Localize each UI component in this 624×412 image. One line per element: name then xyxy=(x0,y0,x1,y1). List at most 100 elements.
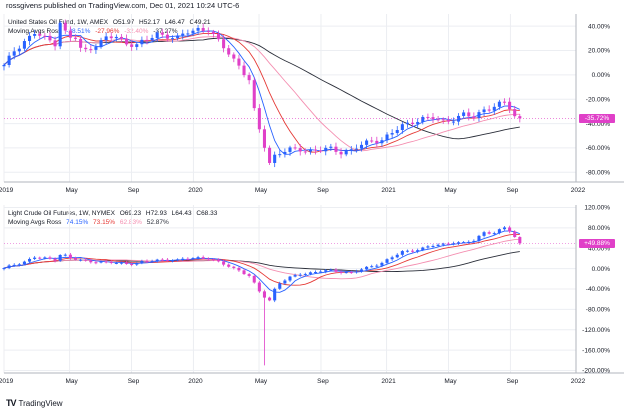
candle-body xyxy=(324,147,328,152)
candle-body xyxy=(191,258,195,260)
x-tick-label: May xyxy=(444,187,457,194)
candle-body xyxy=(370,266,374,268)
candle-body xyxy=(518,237,522,244)
candle-body xyxy=(242,270,246,275)
y-tick-label: -40.00% xyxy=(586,286,610,293)
candle-body xyxy=(125,38,129,45)
candle-body xyxy=(334,146,338,152)
candle-body xyxy=(43,257,47,259)
candle-body xyxy=(206,258,210,260)
x-tick-label: May xyxy=(255,378,268,385)
ma4-value: -37.27% xyxy=(153,28,178,35)
candle-body xyxy=(411,250,415,252)
candle-body xyxy=(232,54,236,59)
legend-title-bottom: Light Crude Oil Futures, 1W, NYMEX O69.2… xyxy=(8,210,220,217)
candle-body xyxy=(73,258,78,260)
candle-body xyxy=(135,262,139,265)
candle-body xyxy=(262,129,266,148)
candle-body xyxy=(293,275,297,277)
candle-body xyxy=(354,148,358,150)
candle-body xyxy=(84,259,88,261)
ma3-value: 62.83% xyxy=(119,219,142,226)
ohlc-high: H52.17 xyxy=(139,19,160,26)
candle-body xyxy=(416,250,420,252)
candle-body xyxy=(405,122,409,125)
ma1-value: -28.51% xyxy=(66,28,91,35)
candle-body xyxy=(462,242,466,244)
candle-body xyxy=(38,257,42,259)
candle-body xyxy=(416,121,420,124)
x-tick-label: May xyxy=(65,378,78,385)
candle-body xyxy=(160,32,164,35)
x-tick-label: Sep xyxy=(317,378,329,385)
publish-header: rossgivens published on TradingView.com,… xyxy=(6,1,240,10)
candle-body xyxy=(278,154,282,156)
candle-body xyxy=(339,151,343,155)
candle-body xyxy=(252,275,256,283)
candle-body xyxy=(513,231,517,238)
y-tick-label: 20.00% xyxy=(588,48,610,55)
y-tick-label: -40.00% xyxy=(586,121,610,128)
candle-body xyxy=(421,116,425,122)
candle-body xyxy=(365,266,369,270)
candle-body xyxy=(257,282,261,292)
candle-body xyxy=(237,267,241,271)
candle-body xyxy=(227,48,231,55)
candle-body xyxy=(314,272,318,274)
candle-body xyxy=(288,147,292,152)
candle-body xyxy=(472,240,476,242)
candle-body xyxy=(359,269,364,272)
candle-body xyxy=(257,108,261,130)
candle-body xyxy=(472,116,476,119)
x-tick-label: 2021 xyxy=(381,378,396,385)
candle-body xyxy=(63,22,67,31)
candle-body xyxy=(380,140,384,144)
y-tick-label: 0.00% xyxy=(592,72,611,79)
candle-body xyxy=(33,257,37,259)
candle-body xyxy=(502,227,507,230)
candle-body xyxy=(28,258,32,262)
x-tick-label: 2019 xyxy=(0,187,14,194)
candle-body xyxy=(171,38,175,40)
candle-body xyxy=(298,274,302,276)
candle-body xyxy=(7,265,11,269)
symbol-title: Light Crude Oil Futures, 1W, NYMEX xyxy=(8,210,115,217)
candle-body xyxy=(349,272,353,274)
candle-body xyxy=(385,134,389,141)
candle-body xyxy=(125,262,129,265)
candle-body xyxy=(99,261,103,263)
candle-body xyxy=(487,232,491,234)
candle-body xyxy=(109,36,113,39)
candle-body xyxy=(89,49,93,51)
candle-body xyxy=(405,250,409,252)
candle-body xyxy=(2,65,6,67)
candle-body xyxy=(395,130,399,134)
candle-body xyxy=(89,260,93,263)
candle-body xyxy=(268,147,272,163)
candle-body xyxy=(513,109,517,117)
candle-body xyxy=(390,133,394,135)
candle-body xyxy=(390,257,394,260)
candle-body xyxy=(457,242,461,244)
candle-body xyxy=(12,51,16,56)
candle-body xyxy=(431,245,435,247)
candle-body xyxy=(411,122,415,124)
x-tick-label: Sep xyxy=(507,378,519,385)
candle-body xyxy=(288,276,292,281)
candle-body xyxy=(53,258,57,261)
candle-body xyxy=(247,75,251,81)
candle-body xyxy=(68,254,72,259)
candle-body xyxy=(293,147,297,149)
candle-body xyxy=(165,34,169,39)
candle-body xyxy=(140,39,144,45)
candle-body xyxy=(298,148,302,152)
candle-body xyxy=(314,149,318,151)
candle-body xyxy=(165,259,169,261)
candle-body xyxy=(354,271,358,273)
candle-body xyxy=(211,31,215,34)
candle-body xyxy=(283,280,287,284)
candle-body xyxy=(84,47,88,50)
x-tick-label: 2020 xyxy=(188,378,203,385)
candle-body xyxy=(7,55,11,66)
